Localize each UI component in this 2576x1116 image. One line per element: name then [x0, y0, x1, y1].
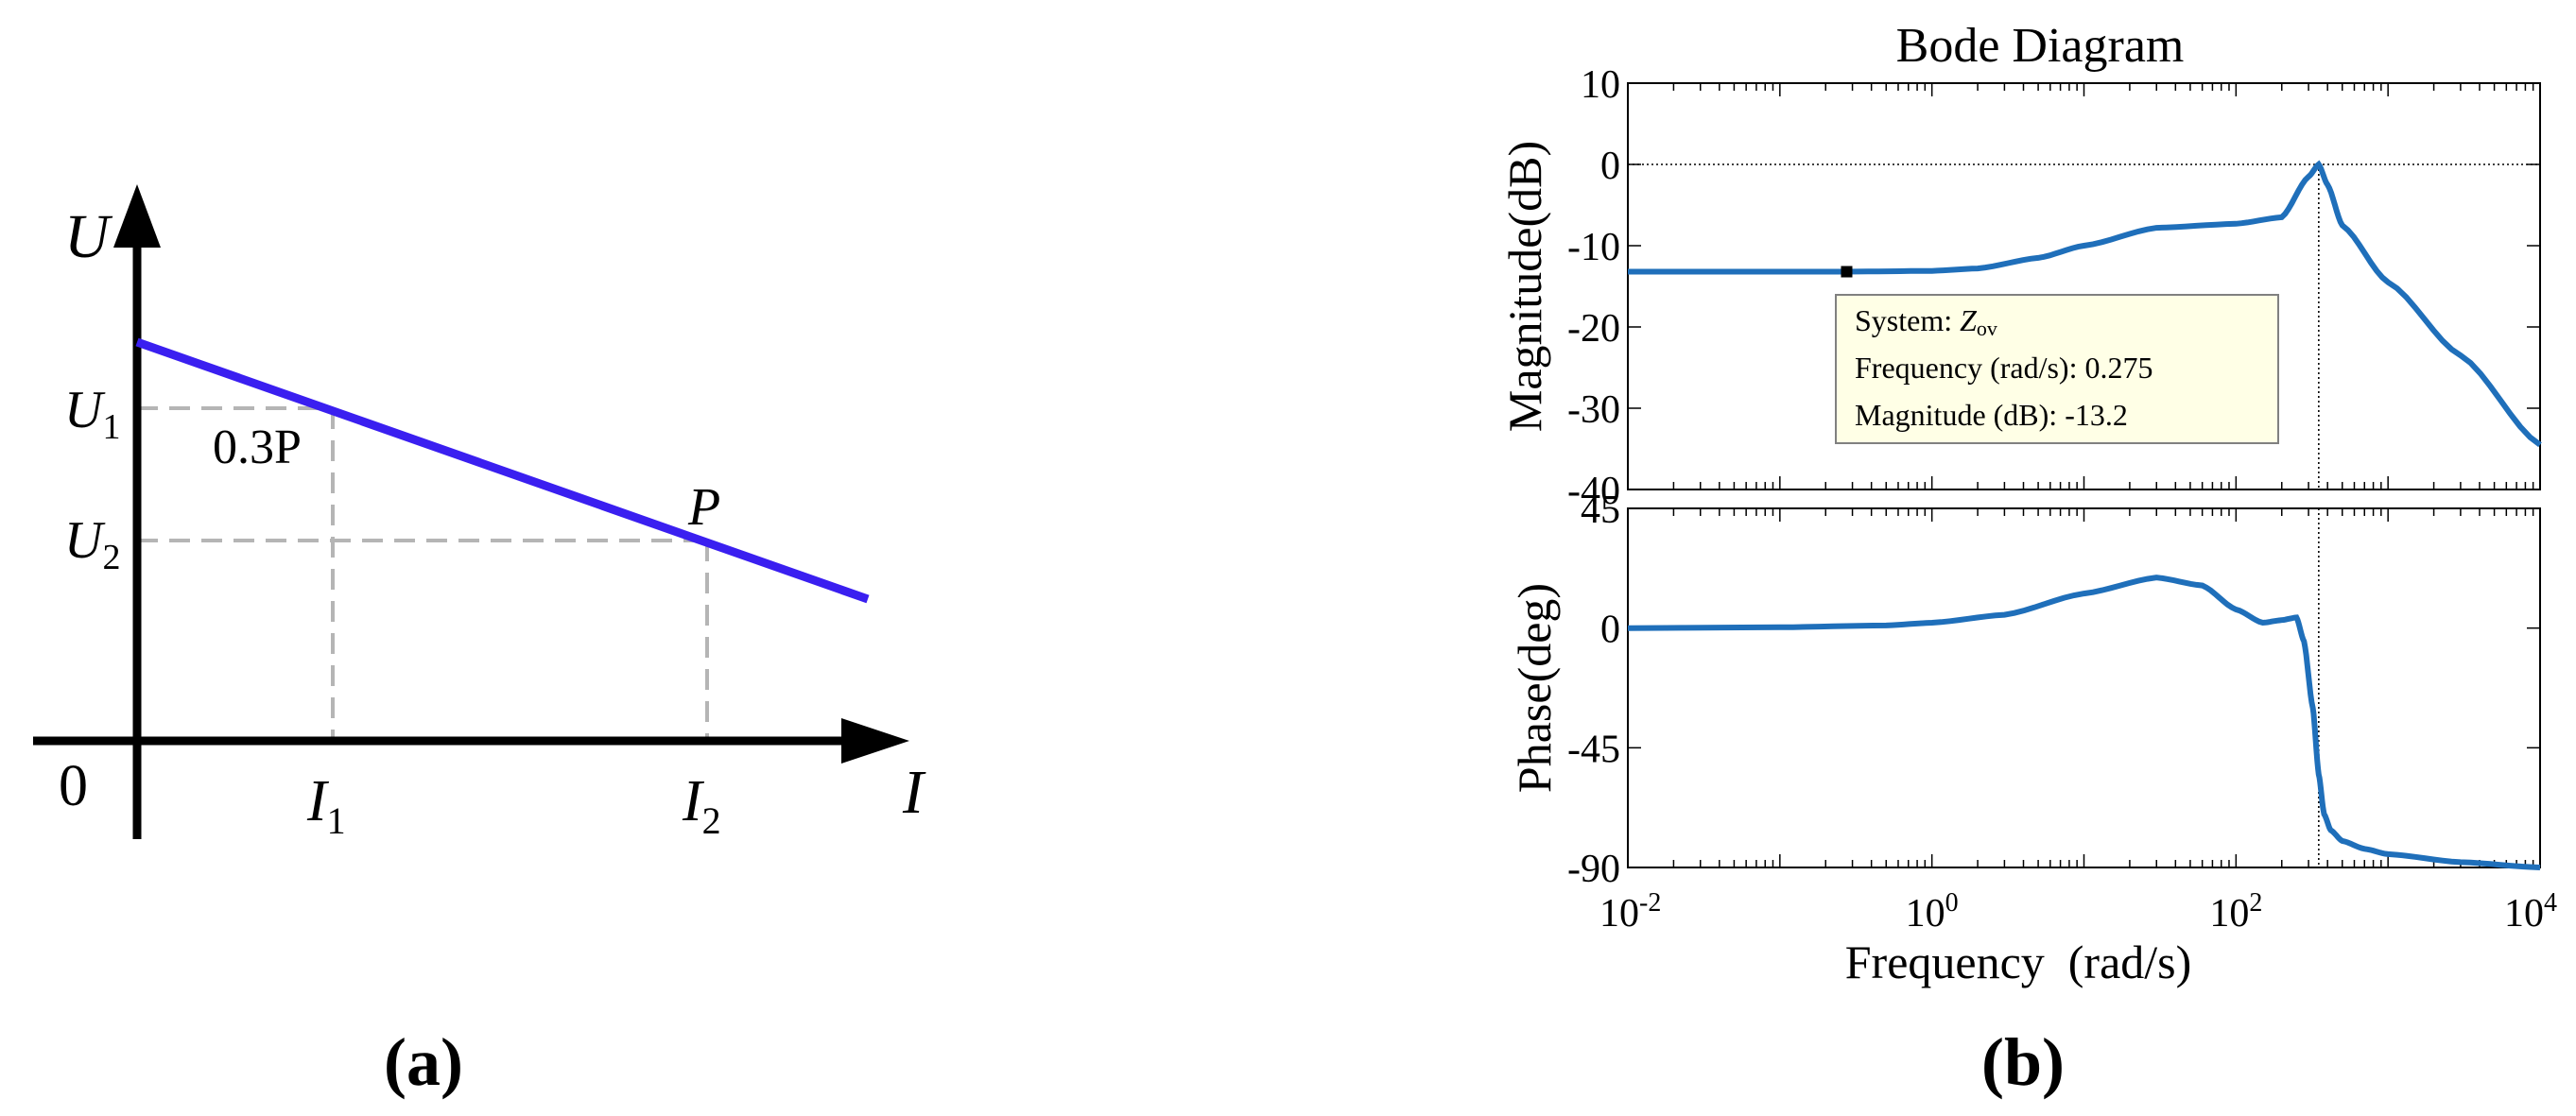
- y-tick-label: -30: [1567, 388, 1620, 432]
- y-tick-label: -10: [1567, 226, 1620, 269]
- panel-b: Bode Diagram System: Zov Frequency (rad/…: [1498, 19, 2557, 1100]
- datatip-system: System: Zov: [1855, 303, 1997, 340]
- magnitude-tick-labels: 10 0 -10 -20 -30 -40: [1567, 63, 1620, 513]
- y-axis-label: U: [64, 202, 113, 271]
- y-tick-label: 0: [1600, 145, 1620, 188]
- i2-label: I2: [682, 769, 721, 842]
- frequency-tick-labels: 10-2 100 102 104: [1599, 888, 2557, 936]
- panel-a: U I 0 U1 U2 I1 I2 0.3P P (a): [33, 184, 926, 1100]
- phase-curve: [1627, 575, 2541, 870]
- magnitude-axis-ticks: [1627, 82, 2540, 490]
- panel-b-caption: (b): [1981, 1024, 2065, 1100]
- panel-a-caption: (a): [384, 1024, 463, 1100]
- x-axis-arrowhead: [841, 718, 909, 764]
- datatip-frequency: Frequency (rad/s): 0.275: [1855, 351, 2152, 385]
- x-axis-label: I: [902, 758, 926, 827]
- origin-label: 0: [59, 754, 88, 818]
- phase-axis-ticks: [1627, 507, 2540, 868]
- phase-tick-labels: 45 0 -45 -90: [1567, 489, 1620, 891]
- y-tick-label: -20: [1567, 307, 1620, 351]
- y-tick-label: 10: [1581, 63, 1620, 107]
- u1-label: U1: [64, 381, 120, 447]
- ui-characteristic-line: [135, 337, 870, 604]
- bode-title: Bode Diagram: [1896, 19, 2185, 73]
- phase-axis-label: Phase(deg): [1508, 583, 1561, 793]
- y-tick-label: -90: [1567, 848, 1620, 891]
- magnitude-axis-label: Magnitude(dB): [1498, 141, 1551, 432]
- u2-label: U2: [64, 511, 120, 577]
- magnitude-curve: [1628, 160, 2542, 448]
- phase-plot-area: [1627, 507, 2541, 868]
- point-0-3p-label: 0.3P: [213, 421, 302, 474]
- datatip-marker[interactable]: [1841, 266, 1853, 278]
- datatip-magnitude: Magnitude (dB): -13.2: [1855, 398, 2128, 432]
- x-tick-label: 10-2: [1599, 888, 1661, 936]
- y-axis-arrowhead: [113, 184, 161, 248]
- y-tick-label: 0: [1600, 609, 1620, 652]
- x-tick-label: 104: [2504, 888, 2557, 936]
- point-p-label: P: [687, 478, 720, 537]
- y-tick-label: 45: [1581, 489, 1620, 532]
- i1-label: I1: [306, 769, 346, 842]
- x-tick-label: 100: [1906, 888, 1959, 936]
- y-tick-label: -45: [1567, 728, 1620, 771]
- datatip-box[interactable]: System: Zov Frequency (rad/s): 0.275 Mag…: [1835, 294, 2279, 444]
- frequency-axis-label: Frequency (rad/s): [1845, 936, 2192, 988]
- y-tick-label: -40: [1567, 470, 1620, 513]
- x-tick-label: 102: [2209, 888, 2262, 936]
